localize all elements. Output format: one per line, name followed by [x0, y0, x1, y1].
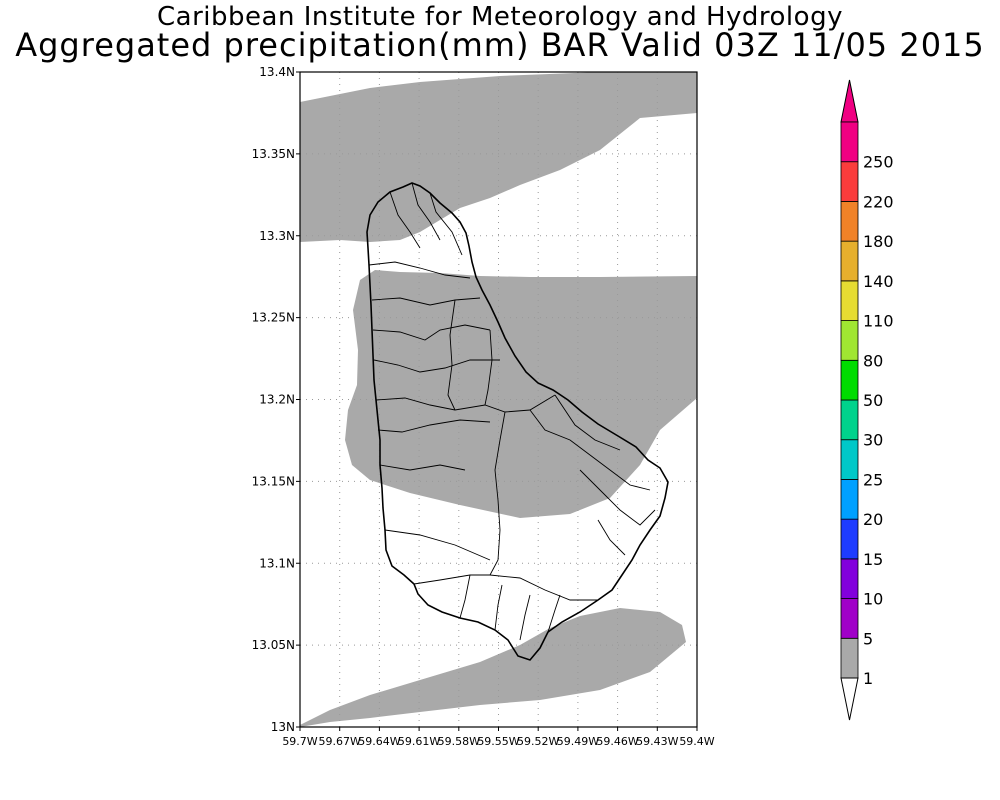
colorbar-level-label: 30 — [863, 431, 883, 450]
lat-label: 13.25N — [252, 311, 295, 325]
latitude-labels: 13.4N 13.35N 13.3N 13.25N 13.2N 13.15N 13.1N 13… — [252, 65, 300, 734]
colorbar-swatch — [840, 479, 859, 520]
lat-label: 13N — [271, 720, 295, 734]
colorbar-swatch — [840, 280, 859, 321]
colorbar-swatch — [840, 121, 859, 163]
colorbar-level-label: 15 — [863, 550, 883, 569]
colorbar-level-label: 50 — [863, 391, 883, 410]
colorbar-level-label: 250 — [863, 153, 894, 172]
colorbar-top-arrow — [840, 79, 859, 123]
colorbar-swatch — [840, 439, 859, 480]
lat-label: 13.1N — [259, 556, 295, 570]
colorbar-swatch — [840, 598, 859, 639]
lon-label: 59.61W — [398, 735, 440, 748]
lon-label: 59.49W — [557, 735, 599, 748]
lon-label: 59.4W — [679, 735, 714, 748]
colorbar-level-label: 110 — [863, 312, 894, 331]
colorbar-swatch — [840, 320, 859, 361]
colorbar-swatch — [840, 637, 859, 679]
coastline — [366, 182, 669, 661]
lat-label: 13.2N — [259, 393, 295, 407]
lat-label: 13.3N — [259, 229, 295, 243]
colorbar-level-label: 140 — [863, 272, 894, 291]
precip-area-central — [345, 270, 697, 518]
colorbar-swatch — [840, 518, 859, 560]
map-gridlines — [300, 72, 697, 727]
lat-label: 13.35N — [252, 147, 295, 161]
lon-label: 59.67W — [319, 735, 361, 748]
colorbar-swatch — [840, 161, 859, 202]
lon-label: 59.52W — [517, 735, 559, 748]
colorbar-swatch — [840, 201, 859, 242]
map-title-line2: Aggregated precipitation(mm) BAR Valid 0… — [15, 26, 985, 64]
colorbar-swatch — [840, 359, 859, 401]
colorbar-level-label: 180 — [863, 232, 894, 251]
colorbar-bottom-arrow — [840, 677, 859, 721]
colorbar-level-label: 5 — [863, 629, 873, 648]
colorbar-level-label: 10 — [863, 590, 883, 609]
colorbar-level-label: 25 — [863, 470, 883, 489]
precip-area-south — [300, 608, 686, 727]
colorbar-swatch — [840, 399, 859, 441]
watershed-boundaries — [368, 182, 656, 641]
longitude-labels: 59.7W 59.67W59.64W59.61W59.58W59.55W59.52… — [282, 727, 715, 748]
barbados-coastline — [366, 182, 669, 661]
lon-label: 59.46W — [596, 735, 638, 748]
lat-label: 13.4N — [259, 65, 295, 79]
colorbar-level-label: 80 — [863, 351, 883, 370]
map-title-line1: Caribbean Institute for Meteorology and … — [157, 2, 843, 32]
colorbar-swatch — [840, 558, 859, 599]
lon-label: 59.64W — [358, 735, 400, 748]
colorbar-level-label: 20 — [863, 510, 883, 529]
lat-label: 13.05N — [252, 638, 295, 652]
colorbar-swatch — [840, 240, 859, 282]
lon-label: 59.43W — [636, 735, 678, 748]
lon-label: 59.55W — [477, 735, 519, 748]
lon-label: 59.7W — [282, 735, 317, 748]
lat-label: 13.15N — [252, 474, 295, 488]
lon-label: 59.58W — [438, 735, 480, 748]
colorbar-level-label: 1 — [863, 669, 873, 688]
colorbar-level-label: 220 — [863, 192, 894, 211]
